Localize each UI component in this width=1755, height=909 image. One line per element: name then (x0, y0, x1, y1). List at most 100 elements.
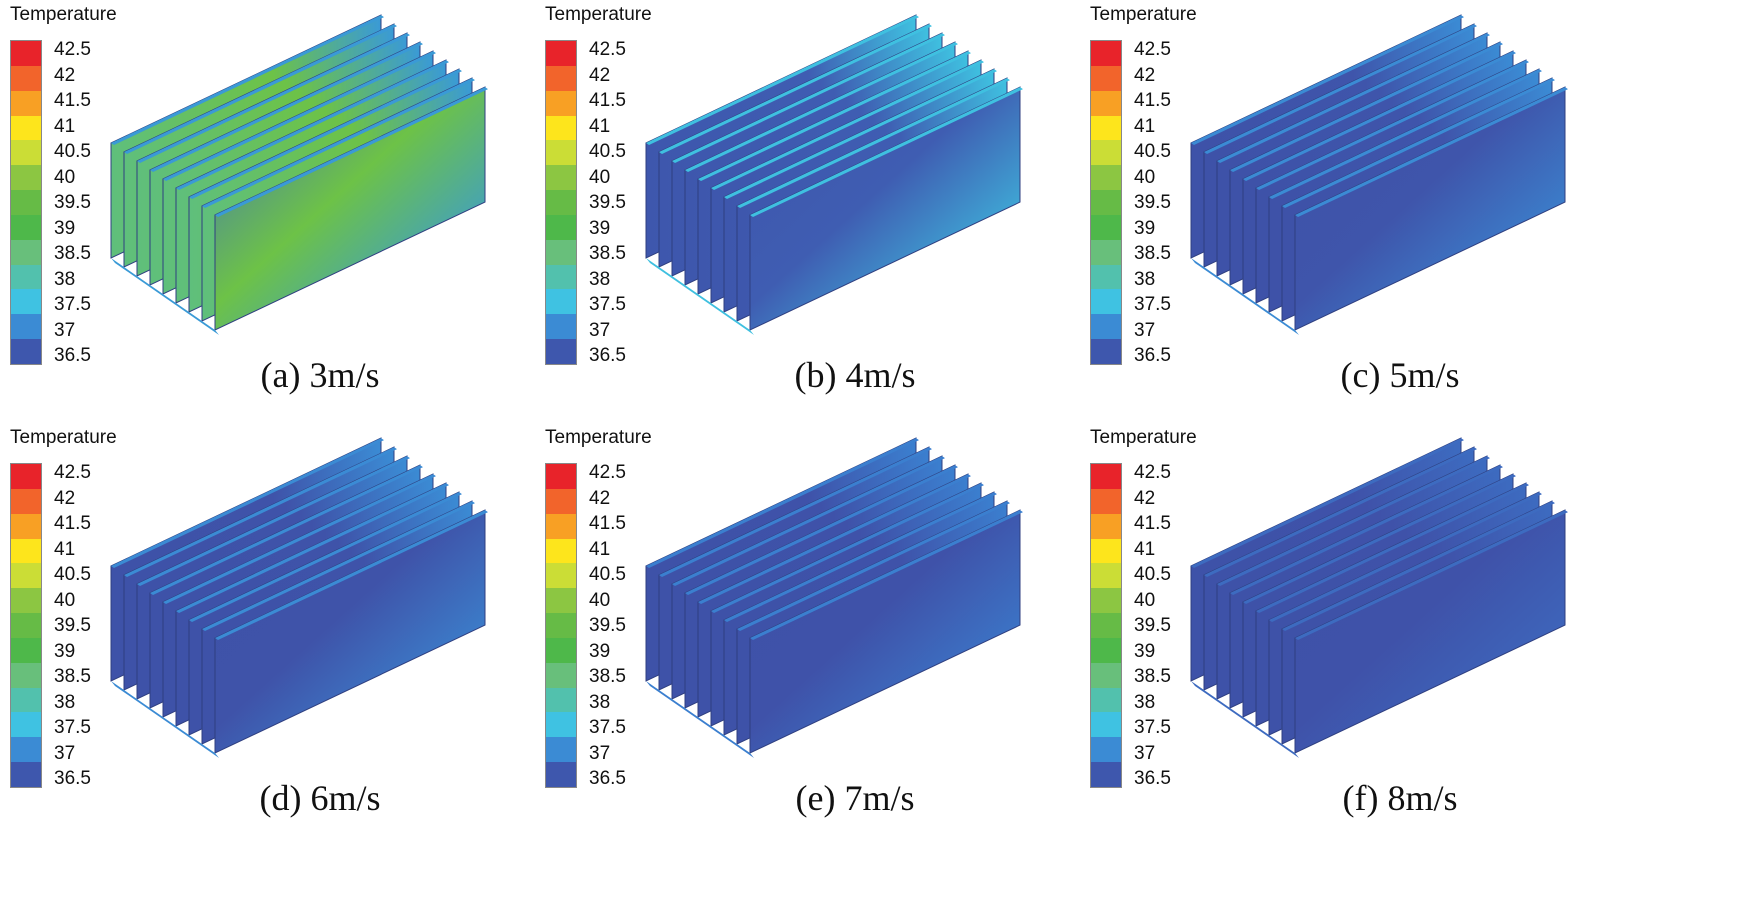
legend-label: 37 (1134, 742, 1156, 764)
legend-label: 37.5 (54, 294, 91, 315)
legend-label: 41 (54, 115, 76, 137)
panel-caption: (a) 3m/s (260, 355, 380, 395)
legend-labels: 42.5 42 41.5 41 40.5 40 39.5 39 38.5 38 37.5 37 36.5 (589, 40, 626, 365)
legend-label: 38.5 (54, 243, 91, 264)
legend-label: 42 (589, 64, 611, 86)
legend-swatch (11, 687, 41, 713)
legend-swatch (1091, 190, 1121, 215)
legend-swatch (546, 613, 576, 638)
legend-swatch (1091, 712, 1121, 738)
legend-swatch (11, 712, 41, 738)
legend-label: 41.5 (589, 90, 626, 111)
legend-swatch (11, 190, 41, 215)
fin-edge (1191, 438, 1464, 568)
fin-edge (176, 483, 449, 613)
legend-label: 39.5 (1134, 192, 1171, 213)
fin-edge (163, 51, 436, 181)
legend-label: 40.5 (54, 564, 91, 585)
legend-swatch (1091, 687, 1121, 713)
legend-swatch (1091, 339, 1121, 364)
legend-swatch (11, 41, 41, 66)
legend-label: 38 (54, 691, 76, 713)
panel-f: Temperature 42.5 42 41.5 41 40.5 40 39.5 39 38.5 3… (1080, 423, 1665, 877)
heat-sink-contour (110, 14, 488, 335)
legend-swatch (11, 762, 41, 787)
legend-label: 39 (589, 640, 611, 662)
legend-label: 41.5 (589, 513, 626, 534)
fin-edge (711, 483, 984, 613)
legend-swatch (1091, 65, 1121, 91)
legend-swatch (11, 115, 41, 141)
legend-label: 36.5 (589, 768, 626, 789)
base-plate (646, 258, 754, 335)
fin-edge (724, 69, 997, 199)
legend-swatch (546, 41, 576, 66)
legend-swatch (1091, 737, 1121, 763)
fin-edge (698, 474, 971, 604)
legend-swatch (546, 712, 576, 738)
legend-swatch (11, 488, 41, 514)
legend-label: 39.5 (54, 615, 91, 636)
legend-colorbar (1090, 463, 1122, 788)
legend-swatch (1091, 214, 1121, 240)
legend-label: 40 (589, 166, 611, 188)
legend-colorbar (545, 463, 577, 788)
panel-caption: (f) 8m/s (1342, 778, 1458, 818)
legend-labels: 42.5 42 41.5 41 40.5 40 39.5 39 38.5 38 37.5 37 36.5 (1134, 40, 1171, 365)
legend-swatch (546, 464, 576, 489)
legend-label: 42 (1134, 64, 1156, 86)
legend-label: 37.5 (1134, 294, 1171, 315)
legend-label: 42.5 (1134, 462, 1171, 483)
legend-label: 39.5 (589, 192, 626, 213)
legend-swatch (11, 165, 41, 191)
legend-label: 42.5 (589, 39, 626, 60)
panel-c: Temperature 42.5 42 41.5 41 40.5 40 39.5 39 38.5 3… (1080, 0, 1665, 454)
legend-swatch (11, 90, 41, 116)
fin-edge (1217, 33, 1490, 163)
fin-edge (215, 87, 488, 217)
legend-label: 39 (54, 217, 76, 239)
legend-swatch (546, 90, 576, 116)
heat-sink-contour (1190, 14, 1568, 335)
legend-swatch (11, 314, 41, 340)
fin-edge (1243, 474, 1516, 604)
legend-swatch (1091, 314, 1121, 340)
legend-label: 42.5 (589, 462, 626, 483)
legend-label: 36.5 (589, 345, 626, 366)
base-plate (646, 681, 754, 758)
legend-swatch (11, 513, 41, 539)
legend-title: Temperature (1090, 427, 1197, 448)
legend-title: Temperature (545, 4, 652, 25)
fin-edge (1256, 483, 1529, 613)
legend-label: 38 (1134, 268, 1156, 290)
legend-swatch (11, 737, 41, 763)
legend-label: 41 (589, 115, 611, 137)
legend-swatch (546, 762, 576, 787)
fin-edge (737, 501, 1010, 631)
legend-swatch (1091, 637, 1121, 663)
fin-edge (1204, 447, 1477, 577)
legend-label: 39.5 (589, 615, 626, 636)
panel-b: Temperature 42.5 42 41.5 41 40.5 40 39.5 39 38.5 3… (535, 0, 1120, 454)
fin-edge (737, 78, 1010, 208)
fin-edge (137, 33, 410, 163)
fin-edge (672, 456, 945, 586)
heat-sink-contour (1190, 437, 1568, 758)
legend-label: 40.5 (1134, 564, 1171, 585)
legend-label: 38 (1134, 691, 1156, 713)
base-plate (111, 681, 219, 758)
legend-swatch (546, 737, 576, 763)
fin-edge (1191, 15, 1464, 145)
legend-labels: 42.5 42 41.5 41 40.5 40 39.5 39 38.5 38 37.5 37 36.5 (54, 463, 91, 788)
legend-label: 38 (589, 691, 611, 713)
fin-edge (1230, 465, 1503, 595)
legend-label: 37 (589, 742, 611, 764)
fin-edge (750, 87, 1023, 217)
legend-label: 41 (1134, 115, 1156, 137)
legend-label: 37 (54, 319, 76, 341)
fin-edge (189, 69, 462, 199)
heat-sink-contour (645, 14, 1023, 335)
legend-swatch (546, 588, 576, 614)
legend-label: 41.5 (1134, 90, 1171, 111)
panel-d: Temperature 42.5 42 41.5 41 40.5 40 39.5 39 38.5 3… (0, 423, 585, 877)
